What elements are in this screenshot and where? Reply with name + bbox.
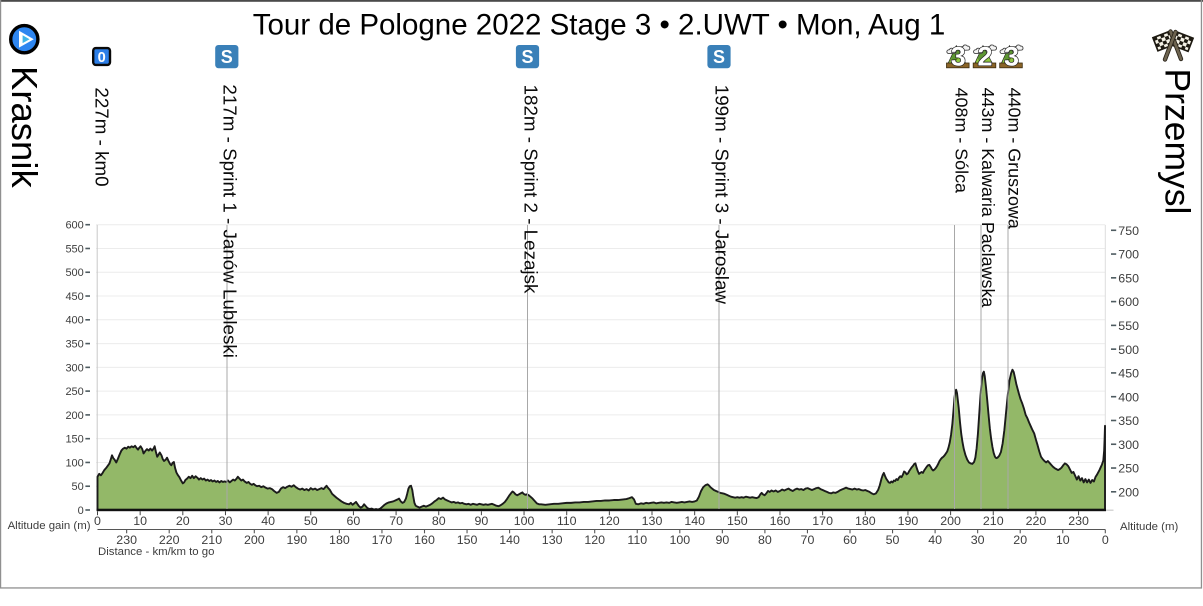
svg-text:400: 400: [1118, 390, 1139, 404]
svg-text:217m - Sprint 1 - Janów Lubles: 217m - Sprint 1 - Janów Lubleski: [219, 84, 240, 358]
svg-text:600: 600: [65, 220, 83, 232]
svg-text:160: 160: [414, 533, 435, 547]
svg-text:650: 650: [1118, 271, 1139, 285]
svg-text:S: S: [713, 47, 725, 67]
svg-text:Distance - km/km to go: Distance - km/km to go: [98, 546, 214, 558]
svg-text:220: 220: [1026, 514, 1047, 528]
svg-text:0: 0: [98, 50, 106, 66]
svg-text:20: 20: [176, 514, 190, 528]
svg-text:40: 40: [261, 514, 275, 528]
svg-text:700: 700: [1118, 248, 1139, 262]
svg-text:70: 70: [389, 514, 403, 528]
svg-text:70: 70: [801, 533, 815, 547]
svg-text:550: 550: [1118, 319, 1139, 333]
svg-text:100: 100: [514, 514, 535, 528]
svg-text:100: 100: [669, 533, 690, 547]
svg-text:Tour de Pologne 2022 Stage 3 •: Tour de Pologne 2022 Stage 3 • 2.UWT • M…: [253, 9, 946, 42]
svg-text:110: 110: [557, 514, 577, 528]
svg-text:3: 3: [951, 42, 966, 72]
svg-text:60: 60: [347, 514, 361, 528]
svg-text:110: 110: [627, 533, 647, 547]
svg-text:90: 90: [715, 533, 729, 547]
svg-text:S: S: [221, 47, 233, 67]
svg-text:120: 120: [599, 514, 620, 528]
svg-text:750: 750: [1118, 224, 1139, 238]
svg-text:30: 30: [219, 514, 233, 528]
svg-text:450: 450: [1118, 367, 1139, 381]
svg-text:400: 400: [65, 315, 83, 327]
svg-text:150: 150: [65, 434, 83, 446]
svg-text:250: 250: [1118, 462, 1139, 476]
svg-text:120: 120: [584, 533, 605, 547]
svg-text:227m - km0: 227m - km0: [92, 87, 113, 186]
svg-text:30: 30: [971, 533, 985, 547]
svg-text:100: 100: [65, 457, 83, 469]
svg-text:Altitude gain (m): Altitude gain (m): [8, 520, 91, 532]
svg-text:300: 300: [1118, 438, 1139, 452]
svg-text:180: 180: [329, 533, 350, 547]
svg-text:160: 160: [770, 514, 791, 528]
svg-text:200: 200: [244, 533, 265, 547]
svg-text:130: 130: [542, 533, 563, 547]
svg-text:408m - Sólca: 408m - Sólca: [951, 88, 971, 193]
svg-text:199m - Sprint 3 - Jaroslaw: 199m - Sprint 3 - Jaroslaw: [711, 85, 732, 305]
svg-text:S: S: [521, 47, 533, 67]
svg-text:80: 80: [758, 533, 772, 547]
svg-text:182m - Sprint 2 - Lezajsk: 182m - Sprint 2 - Lezajsk: [520, 85, 541, 294]
svg-text:40: 40: [928, 533, 942, 547]
svg-text:500: 500: [1118, 343, 1139, 357]
svg-text:10: 10: [1056, 533, 1070, 547]
svg-text:Przemysl: Przemysl: [1157, 69, 1197, 215]
svg-text:60: 60: [843, 533, 857, 547]
svg-text:150: 150: [727, 514, 748, 528]
svg-text:140: 140: [499, 533, 520, 547]
svg-text:50: 50: [72, 481, 84, 493]
svg-text:443m - Kalwaria Paclawska: 443m - Kalwaria Paclawska: [978, 88, 998, 308]
svg-text:0: 0: [94, 514, 101, 528]
svg-text:140: 140: [684, 514, 705, 528]
svg-text:50: 50: [304, 514, 318, 528]
svg-text:170: 170: [812, 514, 833, 528]
svg-text:Krasnik: Krasnik: [4, 66, 45, 188]
svg-text:200: 200: [940, 514, 961, 528]
svg-text:20: 20: [1013, 533, 1027, 547]
svg-text:500: 500: [65, 267, 83, 279]
svg-text:190: 190: [898, 514, 919, 528]
svg-text:600: 600: [1118, 295, 1139, 309]
svg-text:80: 80: [432, 514, 446, 528]
svg-text:2: 2: [977, 42, 992, 72]
svg-text:Altitude (m): Altitude (m): [1120, 521, 1178, 533]
svg-text:0: 0: [78, 505, 84, 517]
svg-text:130: 130: [642, 514, 663, 528]
svg-text:170: 170: [372, 533, 393, 547]
svg-text:180: 180: [855, 514, 876, 528]
svg-text:550: 550: [65, 243, 83, 255]
svg-text:90: 90: [475, 514, 489, 528]
svg-text:350: 350: [65, 338, 83, 350]
svg-text:440m - Gruszowa: 440m - Gruszowa: [1005, 88, 1025, 229]
svg-text:200: 200: [1118, 485, 1139, 499]
svg-text:150: 150: [457, 533, 478, 547]
svg-text:10: 10: [133, 514, 147, 528]
svg-text:250: 250: [65, 386, 83, 398]
svg-text:350: 350: [1118, 414, 1139, 428]
svg-text:190: 190: [287, 533, 308, 547]
svg-text:210: 210: [983, 514, 1004, 528]
svg-text:50: 50: [886, 533, 900, 547]
svg-text:230: 230: [116, 533, 137, 547]
svg-text:0: 0: [1102, 533, 1109, 547]
svg-text:450: 450: [65, 291, 83, 303]
svg-text:200: 200: [65, 410, 83, 422]
svg-text:210: 210: [201, 533, 222, 547]
svg-text:3: 3: [1004, 42, 1019, 72]
svg-text:300: 300: [65, 362, 83, 374]
svg-text:230: 230: [1068, 514, 1089, 528]
svg-text:220: 220: [159, 533, 180, 547]
